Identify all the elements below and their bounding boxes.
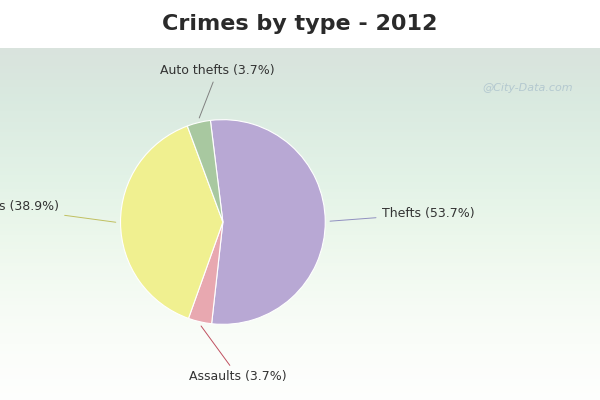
Text: @City-Data.com: @City-Data.com: [482, 83, 574, 93]
Text: Crimes by type - 2012: Crimes by type - 2012: [163, 14, 437, 34]
Text: Burglaries (38.9%): Burglaries (38.9%): [0, 200, 116, 222]
Text: Assaults (3.7%): Assaults (3.7%): [190, 326, 287, 384]
Wedge shape: [211, 120, 325, 324]
Wedge shape: [188, 222, 223, 324]
Text: Thefts (53.7%): Thefts (53.7%): [330, 207, 474, 221]
Wedge shape: [187, 120, 223, 222]
Wedge shape: [121, 126, 223, 318]
Text: Auto thefts (3.7%): Auto thefts (3.7%): [160, 64, 275, 118]
